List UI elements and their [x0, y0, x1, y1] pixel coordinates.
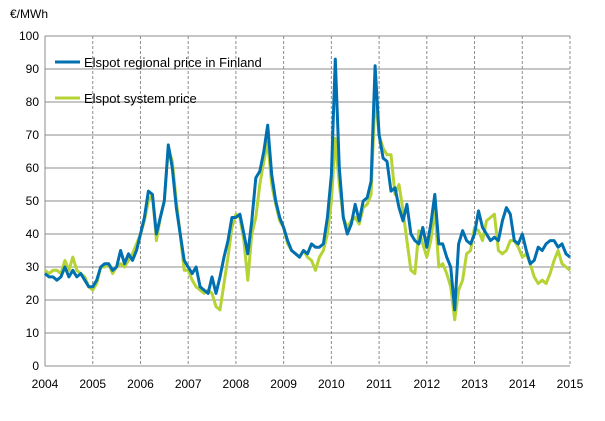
y-tick-label: 100 — [19, 29, 39, 43]
y-tick-label: 90 — [26, 62, 40, 76]
x-tick-label: 2009 — [270, 377, 297, 391]
x-tick-label: 2008 — [223, 377, 250, 391]
y-tick-label: 70 — [26, 128, 40, 142]
legend-label: Elspot regional price in Finland — [84, 55, 262, 70]
x-tick-label: 2007 — [175, 377, 202, 391]
y-tick-label: 60 — [26, 161, 40, 175]
x-tick-label: 2004 — [32, 377, 59, 391]
series-line-0 — [44, 57, 571, 312]
y-tick-label: 0 — [32, 359, 39, 373]
y-tick-label: 80 — [26, 95, 40, 109]
legend-label: Elspot system price — [84, 91, 197, 106]
x-tick-label: 2015 — [557, 377, 584, 391]
x-tick-label: 2013 — [461, 377, 488, 391]
x-tick-label: 2005 — [79, 377, 106, 391]
y-tick-label: 10 — [26, 326, 40, 340]
y-tick-label: 50 — [26, 194, 40, 208]
y-tick-label: 30 — [26, 260, 40, 274]
y-tick-label: 20 — [26, 293, 40, 307]
x-tick-label: 2010 — [318, 377, 345, 391]
y-axis-label: €/MWh — [10, 7, 48, 21]
x-tick-label: 2014 — [509, 377, 536, 391]
x-tick-label: 2006 — [127, 377, 154, 391]
x-tick-label: 2012 — [413, 377, 440, 391]
series-line-1 — [44, 93, 571, 322]
x-tick-label: 2011 — [366, 377, 392, 391]
y-tick-label: 40 — [26, 227, 40, 241]
